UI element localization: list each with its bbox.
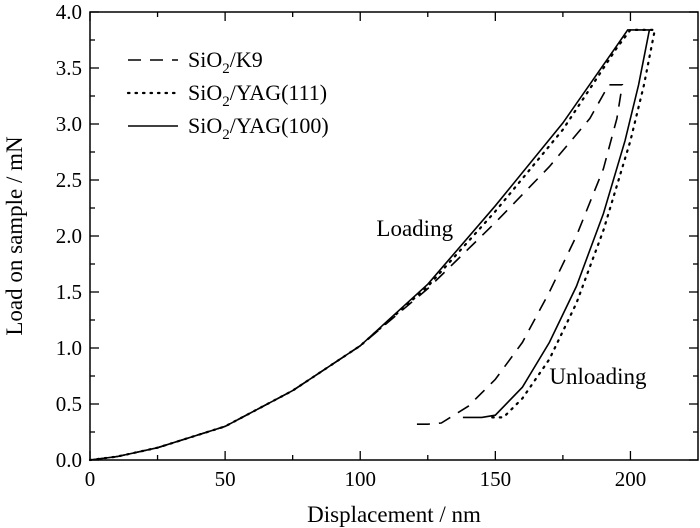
annotation-loading: Loading (376, 216, 453, 241)
y-axis-title: Load on sample / mN (2, 136, 27, 336)
x-tick-label: 150 (480, 467, 512, 491)
legend-label-subscript: 2 (222, 94, 230, 110)
series-line-dashed (89, 84, 624, 461)
y-tick-label: 3.0 (56, 112, 82, 136)
legend-label-subscript: 2 (222, 61, 230, 77)
x-axis-title: Displacement / nm (307, 502, 481, 527)
legend-label-name: SiO (188, 113, 222, 138)
y-tick-label: 1.0 (56, 336, 82, 360)
y-tick-label: 1.5 (56, 280, 82, 304)
annotations: Loading Unloading (376, 216, 647, 389)
y-tick-label: 0.5 (56, 392, 82, 416)
x-tick-label: 50 (215, 467, 236, 491)
y-tick-label: 2.0 (56, 224, 82, 248)
legend-label: SiO2/YAG(111) (188, 80, 327, 110)
legend-label-name: SiO (188, 80, 222, 105)
legend-label-suffix: /YAG(111) (230, 80, 327, 105)
series-layer (88, 28, 657, 462)
x-tick-label: 200 (615, 467, 647, 491)
legend-label-suffix: /YAG(100) (230, 113, 329, 138)
x-tick-label: 100 (344, 467, 376, 491)
y-tick-label: 3.5 (56, 56, 82, 80)
legend-label-subscript: 2 (222, 127, 230, 143)
legend-label: SiO2/YAG(100) (188, 113, 329, 143)
annotation-unloading: Unloading (549, 364, 647, 389)
axis-ticks (89, 11, 698, 461)
tick-labels: 0 50 100 150 200 0.0 0.5 1.0 1.5 2.0 2.5 3.0 3.5 4.0 (56, 0, 646, 491)
legend-label: SiO2/K9 (188, 47, 263, 77)
x-tick-label: 0 (85, 467, 96, 491)
y-tick-label: 4.0 (56, 0, 82, 24)
legend-label-name: SiO (188, 47, 222, 72)
legend-label-suffix: /K9 (230, 47, 263, 72)
y-tick-label: 0.0 (56, 448, 82, 472)
series-line-dotted (88, 28, 657, 462)
series-line-solid (89, 29, 651, 461)
y-tick-label: 2.5 (56, 168, 82, 192)
